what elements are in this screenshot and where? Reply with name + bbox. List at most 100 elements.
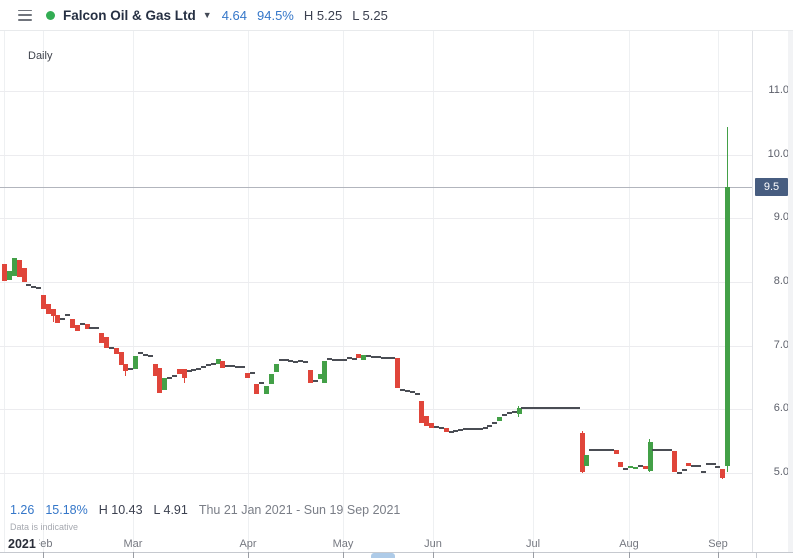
doji-dash	[404, 389, 410, 392]
doji-dash	[293, 361, 299, 364]
doji-dash	[574, 407, 580, 410]
doji-dash	[171, 375, 177, 378]
doji-dash	[370, 355, 376, 358]
candle-body	[99, 333, 105, 343]
time-axis-tick	[433, 552, 434, 558]
doji-dash	[283, 359, 289, 362]
doji-dash	[128, 367, 134, 370]
doji-dash	[603, 449, 609, 452]
doji-dash	[657, 448, 663, 451]
candle-body	[152, 363, 158, 376]
doji-dash	[302, 360, 308, 363]
doji-dash	[526, 407, 532, 410]
doji-dash	[249, 371, 255, 374]
candle-body	[123, 363, 129, 371]
doji-dash	[147, 354, 153, 357]
candle-body	[720, 468, 726, 479]
candle-body	[16, 260, 22, 277]
price-tick-label: 11.0	[768, 83, 789, 96]
candle-body	[264, 385, 270, 395]
v-gridline	[343, 31, 344, 552]
doji-dash	[65, 314, 71, 317]
doji-dash	[705, 462, 711, 465]
doji-dash	[400, 389, 406, 392]
candle-body	[579, 433, 585, 472]
price-tick-label: 7.0	[773, 338, 789, 351]
v-gridline	[248, 31, 249, 552]
candle-body	[322, 361, 328, 383]
v-gridline	[4, 31, 5, 552]
doji-dash	[691, 465, 697, 468]
candle-body	[497, 417, 503, 421]
interval-label: Daily	[28, 50, 53, 62]
candle-body	[181, 369, 187, 378]
candle-body	[356, 354, 362, 358]
doji-dash	[715, 466, 721, 469]
year-label: 2021	[8, 537, 39, 551]
chart-canvas[interactable]	[0, 31, 752, 552]
candle-body	[215, 359, 221, 364]
v-gridline	[43, 31, 44, 552]
doji-dash	[710, 463, 716, 466]
doji-dash	[545, 407, 551, 410]
chevron-down-icon[interactable]: ▼	[202, 10, 212, 20]
price-axis[interactable]: 9.5 11.0 10.0 9.0 8.0 7.0 6.0 5.0	[752, 31, 793, 552]
candle-body	[45, 303, 51, 314]
candle-body	[516, 408, 522, 414]
candle-body	[74, 325, 80, 332]
doji-dash	[565, 407, 571, 410]
candle-body	[671, 450, 677, 472]
time-axis-tick	[133, 552, 134, 558]
doji-dash	[521, 406, 527, 409]
time-axis[interactable]: Feb Mar Apr May Jun Jul Aug Sep	[0, 536, 752, 552]
doji-dash	[472, 428, 478, 431]
timeline-scrollbar-handle[interactable]	[371, 553, 395, 558]
candle-body	[6, 271, 12, 281]
candle-body	[113, 347, 119, 355]
doji-dash	[555, 407, 561, 410]
doji-dash	[487, 425, 493, 427]
candle-body	[162, 377, 168, 391]
doji-dash	[652, 448, 658, 451]
doji-dash	[210, 362, 216, 365]
candle-body	[84, 324, 90, 330]
vertical-scrollbar[interactable]	[788, 31, 793, 552]
doji-dash	[346, 357, 352, 360]
candle-body	[628, 466, 634, 469]
v-gridline	[629, 31, 630, 552]
time-axis-border	[0, 552, 793, 553]
doji-dash	[36, 286, 42, 289]
doji-dash	[259, 381, 265, 384]
doji-dash	[453, 430, 459, 433]
doji-dash	[298, 360, 304, 363]
h-gridline	[0, 218, 752, 220]
doji-dash	[79, 323, 85, 326]
doji-dash	[506, 411, 512, 414]
candle-body	[254, 383, 260, 395]
month-label: Mar	[123, 538, 143, 550]
candle-body	[317, 373, 323, 380]
doji-dash	[560, 407, 566, 410]
candle-body	[307, 369, 313, 383]
doji-dash	[599, 448, 605, 451]
h-gridline	[0, 409, 752, 411]
candle-body	[157, 368, 163, 393]
candle-body	[104, 337, 109, 348]
candle-body	[424, 415, 430, 426]
candle-body	[2, 264, 8, 281]
doji-dash	[288, 360, 294, 363]
price-tick-label: 9.0	[773, 211, 789, 224]
doji-dash	[676, 472, 682, 475]
doji-dash	[235, 365, 241, 368]
symbol-title[interactable]: Falcon Oil & Gas Ltd	[63, 7, 196, 23]
change-value: 4.64	[221, 7, 247, 23]
period-high: H 10.43	[98, 503, 143, 517]
candle-body	[70, 318, 76, 328]
month-label: Sep	[708, 538, 728, 550]
menu-icon[interactable]	[18, 9, 32, 21]
doji-dash	[327, 358, 333, 361]
price-tick-label: 8.0	[773, 275, 789, 288]
doji-dash	[662, 449, 668, 452]
period-change-percent: 15.18%	[45, 503, 88, 517]
